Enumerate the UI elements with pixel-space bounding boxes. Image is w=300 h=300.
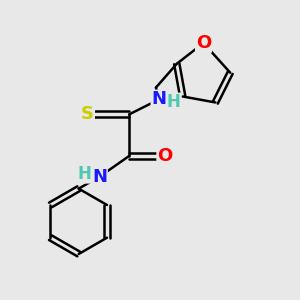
Text: H: H <box>167 93 181 111</box>
Text: H: H <box>78 165 92 183</box>
Text: N: N <box>152 91 166 109</box>
Text: O: O <box>196 34 211 52</box>
Text: O: O <box>157 147 172 165</box>
Text: N: N <box>92 168 107 186</box>
Text: S: S <box>81 105 94 123</box>
